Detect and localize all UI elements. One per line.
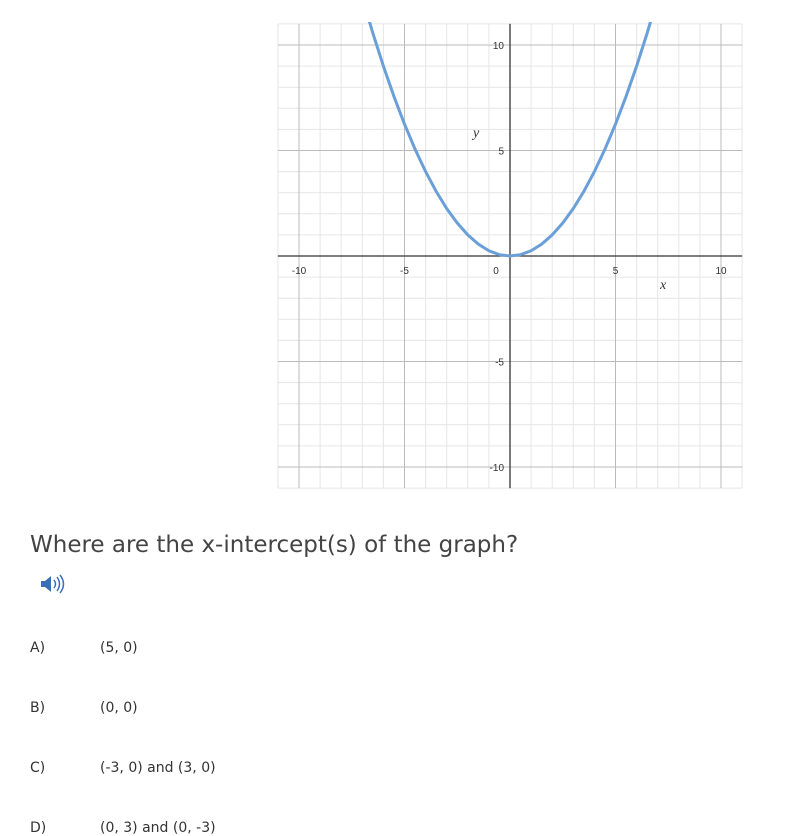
y-tick-label: -10 bbox=[490, 463, 505, 474]
curve bbox=[367, 22, 653, 258]
option-text: (5, 0) bbox=[100, 640, 138, 656]
audio-button[interactable] bbox=[38, 572, 66, 596]
option-text: (0, 0) bbox=[100, 700, 138, 716]
x-tick-label: 5 bbox=[613, 266, 619, 277]
answer-option[interactable]: A) (5, 0) bbox=[30, 640, 430, 656]
x-tick-label: 0 bbox=[493, 266, 499, 277]
option-letter: D) bbox=[30, 820, 47, 836]
question: Where are the x-intercept(s) of the grap… bbox=[30, 532, 519, 558]
option-letter: A) bbox=[30, 640, 46, 656]
option-letter: C) bbox=[30, 760, 46, 776]
graph: -10 -5 0 5 10 -10 -5 5 10 x y bbox=[277, 22, 743, 489]
option-text: (-3, 0) and (3, 0) bbox=[100, 760, 216, 776]
y-tick-label: 10 bbox=[493, 41, 505, 52]
y-axis-label: y bbox=[471, 126, 480, 141]
answer-option[interactable]: B) (0, 0) bbox=[30, 700, 430, 716]
answer-option[interactable]: D) (0, 3) and (0, -3) bbox=[30, 820, 430, 836]
x-tick-label: -10 bbox=[292, 266, 307, 277]
y-tick-label: -5 bbox=[495, 358, 504, 369]
x-tick-label: 10 bbox=[715, 266, 727, 277]
option-letter: B) bbox=[30, 700, 46, 716]
option-text: (0, 3) and (0, -3) bbox=[100, 820, 216, 836]
x-tick-label: -5 bbox=[400, 266, 409, 277]
x-axis-label: x bbox=[659, 278, 667, 293]
y-tick-label: 5 bbox=[498, 147, 504, 158]
answer-option[interactable]: C) (-3, 0) and (3, 0) bbox=[30, 760, 430, 776]
